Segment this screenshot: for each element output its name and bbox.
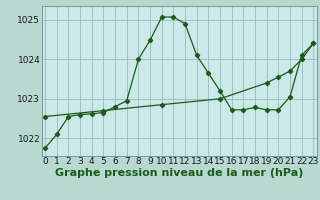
- X-axis label: Graphe pression niveau de la mer (hPa): Graphe pression niveau de la mer (hPa): [55, 168, 303, 178]
